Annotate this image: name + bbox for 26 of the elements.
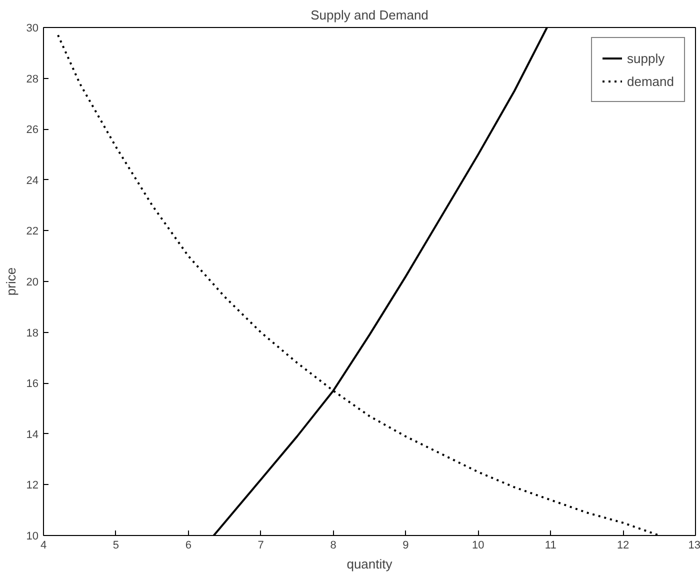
- y-tick-label: 28: [26, 73, 39, 86]
- y-tick-label: 12: [26, 480, 39, 492]
- x-tick-label: 12: [616, 540, 630, 552]
- y-tick-label: 20: [26, 276, 39, 288]
- x-tick-label: 13: [688, 540, 700, 552]
- legend-label: supply: [627, 50, 665, 66]
- y-tick-label: 14: [26, 428, 39, 441]
- y-tick-label: 24: [26, 174, 39, 187]
- y-tick-label: 22: [26, 226, 39, 238]
- x-tick-label: 8: [330, 540, 336, 552]
- y-tick-label: 26: [26, 124, 39, 136]
- y-tick-label: 10: [26, 530, 39, 542]
- y-tick-label: 18: [26, 327, 39, 340]
- x-tick-label: 7: [258, 540, 264, 552]
- chart-title: Supply and Demand: [310, 8, 428, 22]
- y-tick-label: 30: [26, 22, 39, 34]
- x-tick-label: 9: [402, 540, 409, 552]
- x-axis-title: quantity: [346, 556, 393, 572]
- x-tick-label: 6: [185, 540, 192, 552]
- y-tick-label: 16: [26, 378, 39, 390]
- x-tick-label: 10: [472, 540, 484, 552]
- x-tick-label: 11: [544, 540, 556, 552]
- legend-label: demand: [627, 74, 674, 88]
- x-tick-label: 5: [112, 540, 120, 552]
- y-axis-title: price: [3, 267, 18, 296]
- x-tick-label: 4: [40, 540, 47, 552]
